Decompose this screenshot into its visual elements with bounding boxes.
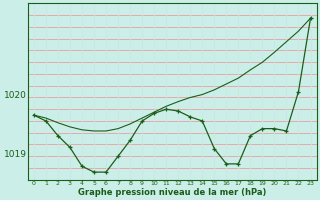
X-axis label: Graphe pression niveau de la mer (hPa): Graphe pression niveau de la mer (hPa) [78, 188, 266, 197]
